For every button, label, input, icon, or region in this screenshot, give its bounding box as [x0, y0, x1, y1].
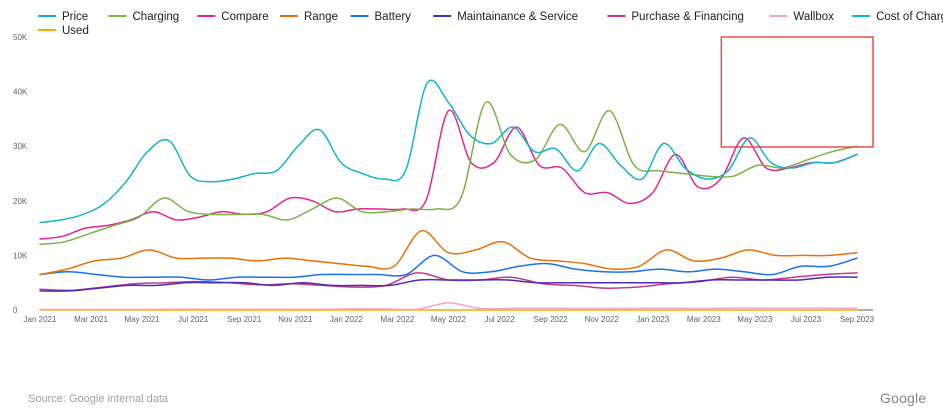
legend-item-maintainance-and-service: Maintainance & Service [433, 11, 578, 23]
y-tick-30k: 30K [13, 142, 28, 151]
series-line-charging [39, 101, 858, 246]
x-tick-mar-2022: Mar 2022 [381, 315, 415, 324]
legend-item-used: Used [38, 25, 89, 37]
series-line-purchase-and-financing [39, 272, 858, 292]
legend-item-compare: Compare [197, 11, 269, 23]
x-tick-sep-2022: Sep 2022 [533, 315, 568, 324]
x-tick-jul-2022: Jul 2022 [484, 315, 515, 324]
legend-item-cost-of-charging: Cost of Charging [852, 11, 943, 23]
legend-item-wallbox: Wallbox [769, 11, 834, 23]
y-tick-0: 0 [13, 306, 18, 315]
legend-label-cost-of-charging: Cost of Charging [876, 11, 943, 23]
x-tick-jul-2023: Jul 2023 [791, 315, 822, 324]
x-tick-nov-2021: Nov 2021 [278, 315, 313, 324]
legend-label-battery: Battery [375, 11, 412, 23]
y-tick-40k: 40K [13, 88, 28, 97]
highlight-box [720, 36, 874, 148]
legend-item-range: Range [280, 11, 338, 23]
x-tick-may-2021: May 2021 [125, 315, 161, 324]
series-line-maintainance-and-service [39, 276, 858, 292]
legend-item-purchase-and-financing: Purchase & Financing [607, 11, 744, 23]
x-tick-jul-2021: Jul 2021 [178, 315, 209, 324]
x-tick-nov-2022: Nov 2022 [585, 315, 620, 324]
legend-label-purchase-and-financing: Purchase & Financing [631, 11, 744, 23]
x-tick-jan-2022: Jan 2022 [330, 315, 363, 324]
y-tick-20k: 20K [13, 197, 28, 206]
x-tick-mar-2021: Mar 2021 [74, 315, 108, 324]
legend-label-price: Price [62, 11, 88, 23]
x-tick-sep-2023: Sep 2023 [840, 315, 875, 324]
x-tick-may-2023: May 2023 [737, 315, 773, 324]
y-tick-10k: 10K [13, 251, 28, 260]
y-tick-50k: 50K [13, 33, 28, 42]
series-line-compare [39, 109, 858, 240]
legend-label-wallbox: Wallbox [793, 11, 834, 23]
x-tick-mar-2023: Mar 2023 [687, 315, 721, 324]
series-line-wallbox [39, 302, 858, 311]
google-logo: Google [880, 390, 927, 406]
series-line-range [39, 230, 858, 276]
x-tick-jan-2023: Jan 2023 [636, 315, 669, 324]
legend-label-used: Used [62, 25, 89, 37]
x-tick-may-2022: May 2022 [431, 315, 467, 324]
x-tick-jan-2021: Jan 2021 [24, 315, 57, 324]
series-line-battery [39, 254, 858, 281]
legend-item-price: Price [38, 11, 88, 23]
series-line-price [39, 79, 858, 224]
legend-item-battery: Battery [350, 11, 412, 23]
source-note: Source: Google internal data [28, 393, 169, 405]
legend-item-charging: Charging [108, 11, 180, 23]
legend-label-compare: Compare [221, 11, 268, 23]
legend-label-maintainance-and-service: Maintainance & Service [457, 11, 578, 23]
legend-label-charging: Charging [133, 11, 180, 23]
legend-label-range: Range [304, 11, 338, 23]
x-tick-sep-2021: Sep 2021 [227, 315, 262, 324]
